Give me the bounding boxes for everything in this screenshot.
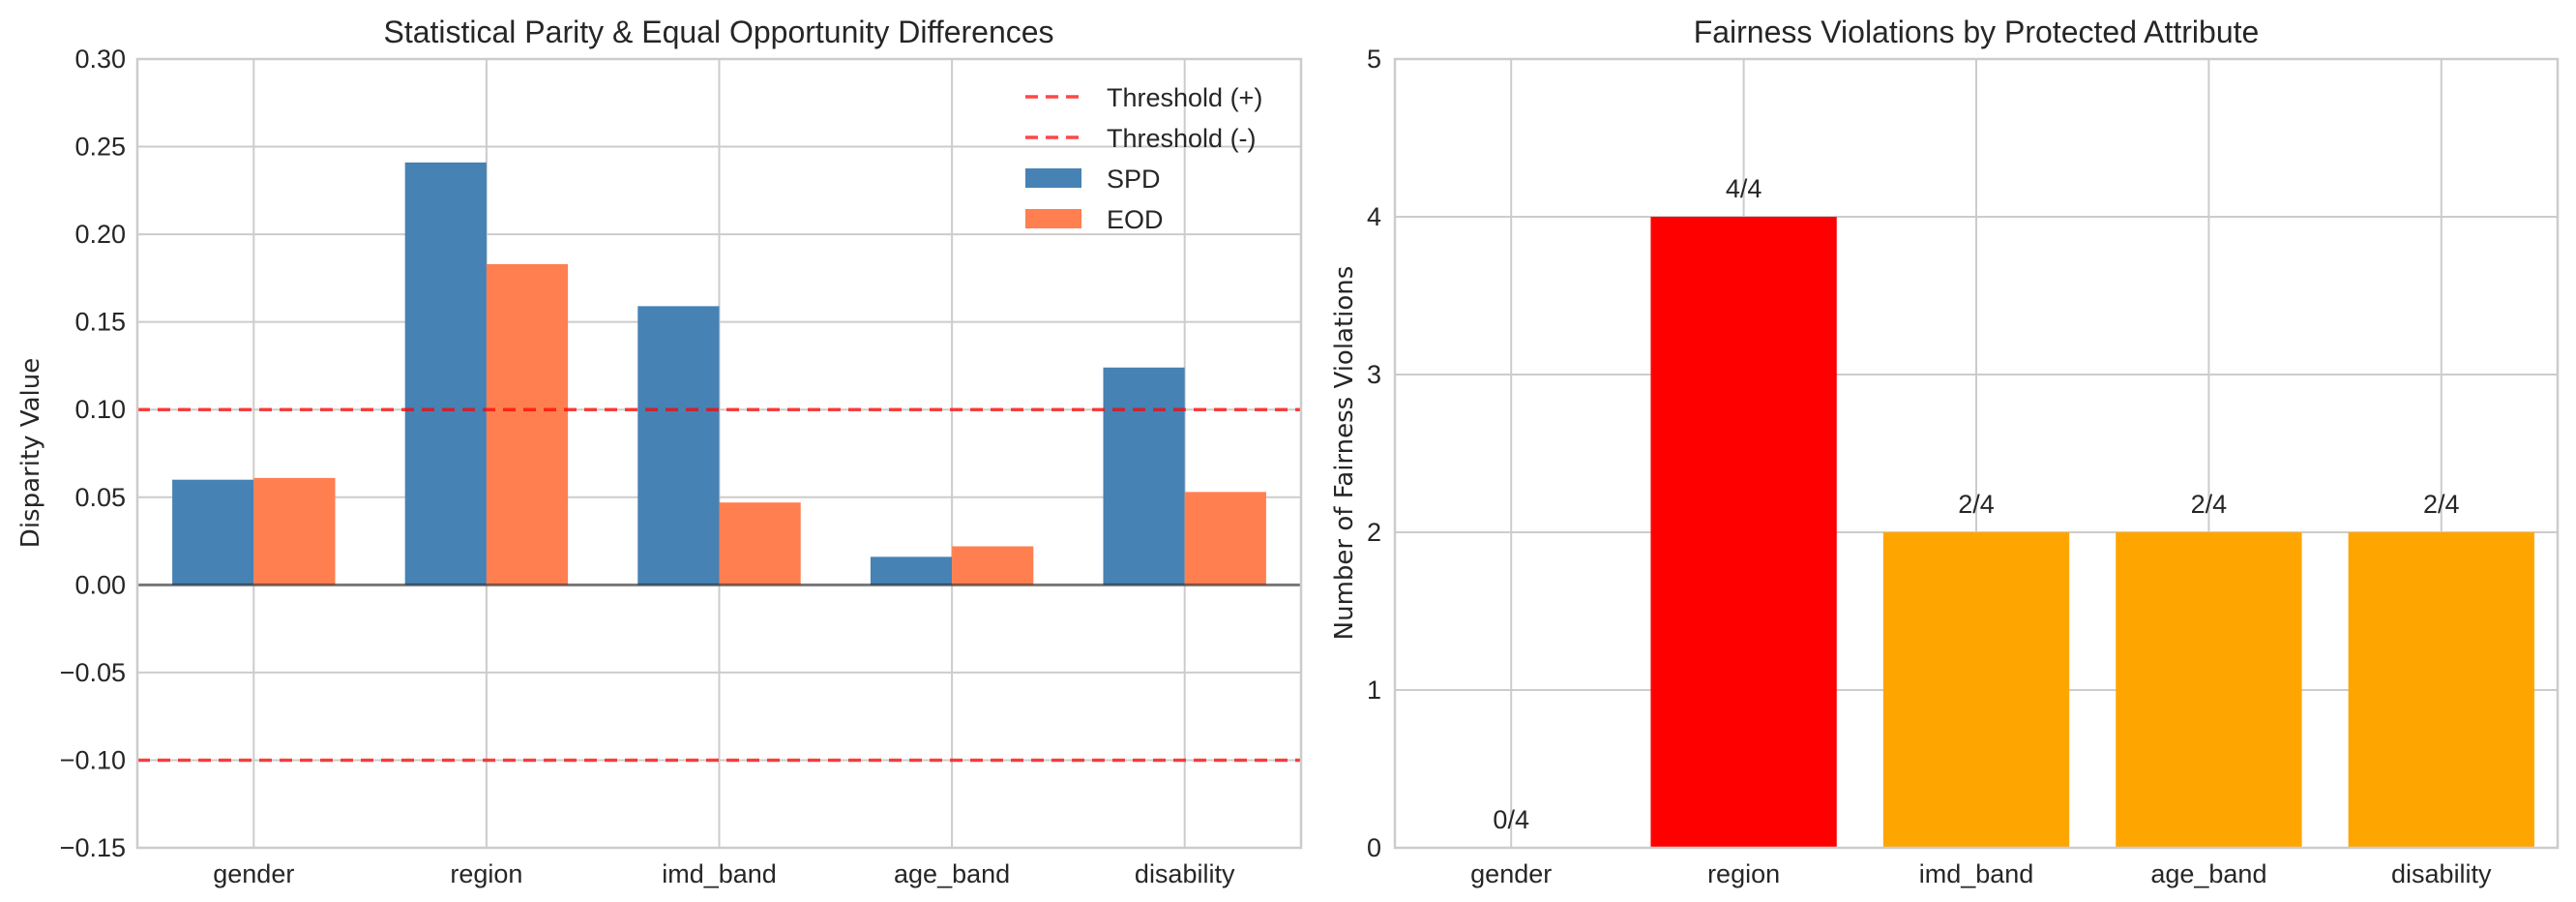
y-tick-label: 0 xyxy=(1367,833,1381,862)
x-tick-label: age_band xyxy=(894,859,1010,888)
legend-label: Threshold (+) xyxy=(1107,83,1262,112)
x-tick-label: gender xyxy=(213,859,294,888)
x-tick-label: region xyxy=(1707,859,1780,888)
y-tick-label: 3 xyxy=(1367,360,1381,389)
y-tick-label: 2 xyxy=(1367,518,1381,547)
x-tick-label: disability xyxy=(2391,859,2492,888)
y-axis-label: Disparity Value xyxy=(16,358,45,548)
legend-patch-swatch xyxy=(1025,168,1081,188)
y-tick-label: 4 xyxy=(1367,202,1381,231)
y-tick-label: 0.20 xyxy=(74,220,126,249)
bar-eod-region xyxy=(486,263,569,586)
y-tick-label: 1 xyxy=(1367,676,1381,705)
data-label: 0/4 xyxy=(1493,805,1529,834)
y-tick-label: −0.10 xyxy=(60,745,126,774)
x-tick-label: region xyxy=(450,859,522,888)
bars xyxy=(1650,217,2534,848)
bar-spd-imd_band xyxy=(637,306,720,586)
bar-eod-disability xyxy=(1184,492,1266,586)
bar-spd-region xyxy=(404,162,487,586)
x-tick-label: imd_band xyxy=(1919,859,2034,888)
y-tick-label: 0.15 xyxy=(74,308,126,337)
y-tick-label: −0.05 xyxy=(60,658,126,687)
legend-patch-swatch xyxy=(1025,209,1081,228)
bar-spd-age_band xyxy=(870,556,953,586)
x-tick-label: age_band xyxy=(2150,859,2266,888)
bar-age_band xyxy=(2116,532,2302,848)
x-tick-label: imd_band xyxy=(662,859,777,888)
bar-imd_band xyxy=(1882,532,2070,848)
bar-disability xyxy=(2348,532,2534,848)
bar-region xyxy=(1650,217,1837,848)
legend-label: Threshold (-) xyxy=(1107,124,1257,153)
y-tick-label: 5 xyxy=(1367,45,1381,74)
data-label: 2/4 xyxy=(2191,490,2228,519)
disparity-chart: Statistical Parity & Equal Opportunity D… xyxy=(16,15,1303,888)
violations-chart: Fairness Violations by Protected Attribu… xyxy=(1330,15,2560,888)
axes-frame xyxy=(135,57,1303,850)
y-tick-label: −0.15 xyxy=(60,833,126,862)
legend-label: EOD xyxy=(1107,205,1164,234)
data-label: 2/4 xyxy=(2423,490,2460,519)
bar-eod-gender xyxy=(253,477,336,586)
bars xyxy=(172,162,1266,586)
legend: Threshold (+) Threshold (-) SPD EOD xyxy=(1025,83,1262,234)
bar-spd-gender xyxy=(172,479,254,586)
y-tick-label: 0.05 xyxy=(74,483,126,512)
bar-eod-imd_band xyxy=(719,502,801,586)
y-tick-label: 0.00 xyxy=(74,570,126,599)
axes-frame xyxy=(1393,57,2560,850)
data-labels: 0/4 4/4 2/4 2/4 2/4 xyxy=(1493,174,2459,834)
bar-spd-disability xyxy=(1103,367,1185,586)
data-label: 4/4 xyxy=(1726,174,1762,203)
tick-labels: −0.15 −0.10 −0.05 0.00 0.05 0.10 0.15 0.20 0.25 0… xyxy=(60,45,1235,888)
y-tick-label: 0.30 xyxy=(74,45,126,74)
reference-lines xyxy=(137,407,1301,763)
y-tick-label: 0.25 xyxy=(74,133,126,162)
bar-eod-age_band xyxy=(952,546,1034,586)
y-axis-label: Number of Fairness Violations xyxy=(1330,266,1359,641)
data-label: 2/4 xyxy=(1958,490,1995,519)
legend-label: SPD xyxy=(1107,165,1161,194)
x-tick-label: gender xyxy=(1470,859,1552,888)
chart-title: Statistical Parity & Equal Opportunity D… xyxy=(383,15,1053,49)
x-tick-label: disability xyxy=(1135,859,1235,888)
tick-labels: 0 1 2 3 4 5 gender region imd_band age_band disabi… xyxy=(1367,45,2492,888)
chart-title: Fairness Violations by Protected Attribu… xyxy=(1694,15,2260,49)
y-tick-label: 0.10 xyxy=(74,395,126,424)
